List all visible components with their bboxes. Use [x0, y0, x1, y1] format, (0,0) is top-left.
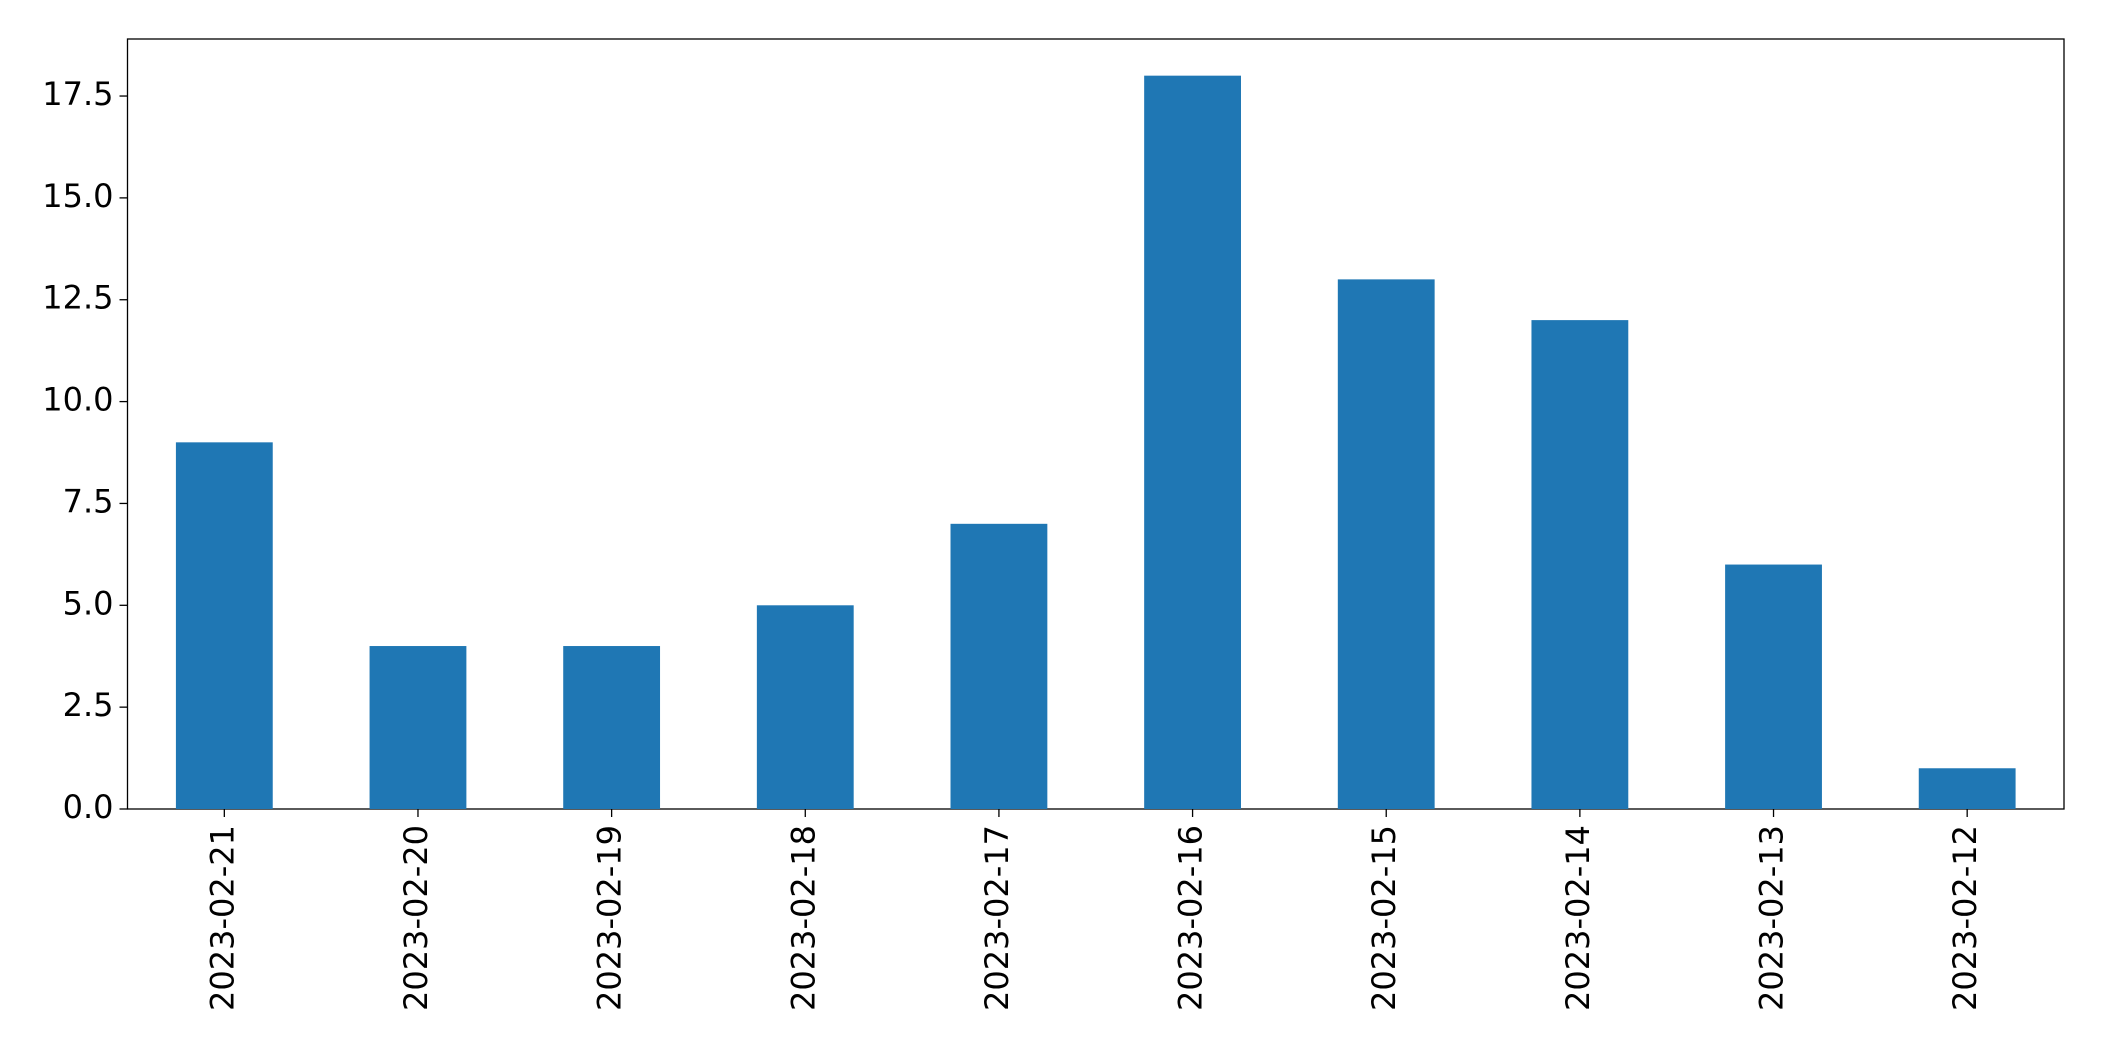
bar: [369, 646, 467, 809]
y-tick-label: 7.5: [63, 482, 114, 520]
y-tick-label: 15.0: [42, 177, 113, 215]
x-tick-label: 2023-02-13: [1753, 825, 1791, 1011]
bar: [563, 646, 661, 809]
x-tick-label: 2023-02-17: [978, 825, 1016, 1011]
x-tick-label: 2023-02-15: [1365, 825, 1403, 1011]
y-tick-label: 0.0: [63, 788, 114, 826]
y-tick-label: 5.0: [63, 584, 114, 622]
y-tick-label: 10.0: [42, 381, 113, 419]
x-tick-label: 2023-02-16: [1172, 825, 1210, 1011]
bar: [1144, 75, 1241, 809]
x-tick-label: 2023-02-21: [203, 825, 241, 1011]
bar: [1337, 279, 1435, 809]
x-tick-label: 2023-02-19: [591, 825, 629, 1011]
x-tick-label: 2023-02-20: [397, 825, 435, 1011]
x-tick-label: 2023-02-14: [1559, 825, 1597, 1011]
axes-frame: [126, 38, 2065, 810]
bar: [175, 442, 273, 809]
bar: [1918, 768, 2016, 809]
bar: [950, 523, 1048, 809]
x-tick-label: 2023-02-18: [784, 825, 822, 1011]
x-tick-label: 2023-02-12: [1946, 825, 1984, 1011]
bar: [1725, 564, 1822, 809]
y-tick-label: 12.5: [42, 279, 113, 317]
y-tick-label: 17.5: [42, 75, 113, 113]
bar: [756, 605, 854, 809]
bar: [1531, 320, 1629, 809]
y-tick-label: 2.5: [63, 686, 114, 724]
